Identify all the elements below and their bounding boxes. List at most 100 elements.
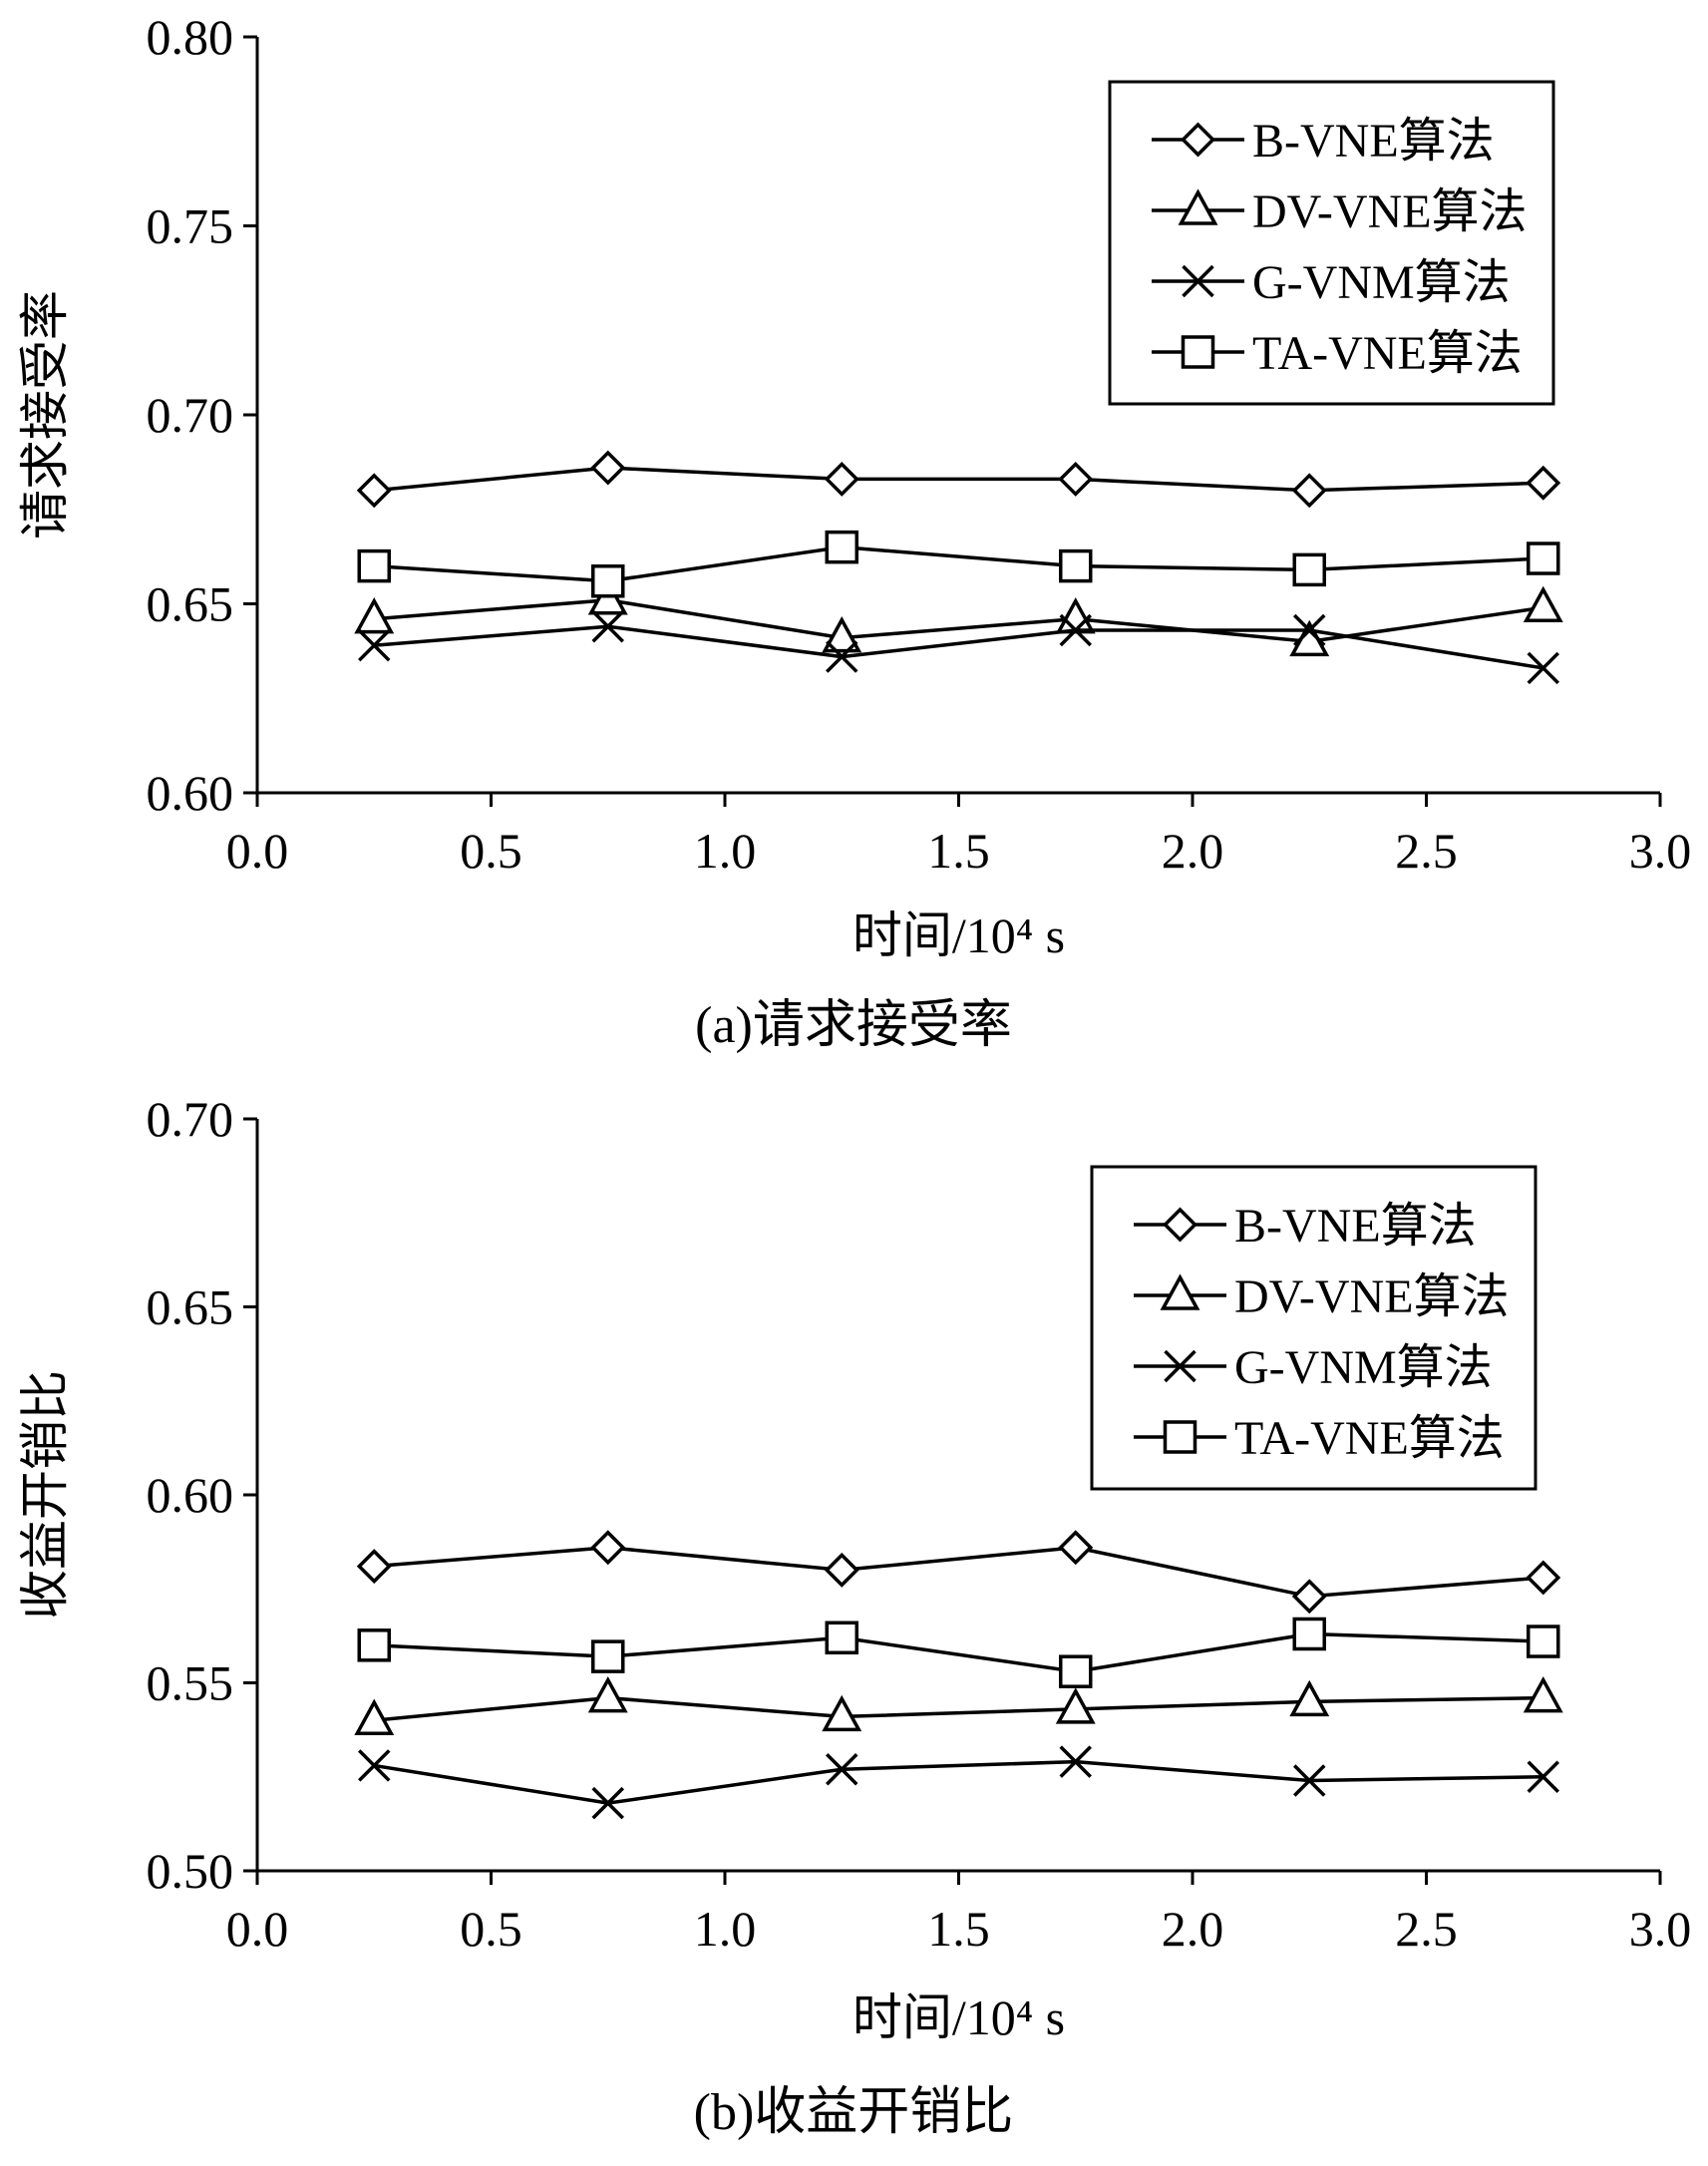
legend-marker-diamond xyxy=(1163,1207,1197,1243)
legend-marker-square xyxy=(1163,1420,1197,1454)
legend-label: B-VNE算法 xyxy=(1252,115,1495,168)
data-point xyxy=(1523,1675,1563,1713)
data-point xyxy=(826,1752,858,1786)
data-point xyxy=(1058,461,1094,497)
legend-label: B-VNE算法 xyxy=(1234,1200,1477,1253)
series-x xyxy=(358,610,1559,685)
y-tick-label: 0.50 xyxy=(147,1843,234,1899)
data-point xyxy=(1058,1530,1094,1566)
data-point xyxy=(1291,1579,1327,1615)
legend-label: G-VNM算法 xyxy=(1234,1341,1493,1394)
data-point xyxy=(1293,1764,1326,1797)
data-point xyxy=(1527,1624,1560,1658)
data-point xyxy=(1059,1654,1093,1688)
data-point xyxy=(826,640,858,673)
data-point xyxy=(1523,585,1563,623)
data-point xyxy=(1526,465,1561,501)
y-tick-label: 0.60 xyxy=(147,765,234,821)
chart-revenue-cost-ratio: 0.50 0.55 0.60 0.65 0.70 0.0 0.5 1.0 1.5 2.0 2.5 3.… xyxy=(17,1091,1691,2141)
chart-caption: (b)收益开销比 xyxy=(694,2084,1014,2141)
data-point xyxy=(354,597,395,634)
data-point xyxy=(357,1628,391,1662)
data-point xyxy=(354,1698,395,1735)
data-point xyxy=(824,1552,859,1588)
data-point xyxy=(1292,552,1326,587)
y-tick-label: 0.70 xyxy=(147,1091,234,1147)
data-point xyxy=(1059,548,1093,583)
series-square xyxy=(357,1617,1560,1688)
x-axis-label: 时间/10⁴ s xyxy=(853,907,1065,963)
data-point xyxy=(590,450,626,486)
legend-label: TA-VNE算法 xyxy=(1234,1412,1505,1465)
data-point xyxy=(825,530,858,564)
x-tick-label: 0.5 xyxy=(460,823,522,879)
y-tick-label: 0.70 xyxy=(147,387,234,443)
x-tick-label: 2.5 xyxy=(1395,1901,1458,1957)
x-tick-label: 1.5 xyxy=(927,1901,990,1957)
series-line xyxy=(373,1759,1543,1805)
series-line xyxy=(374,597,1544,644)
data-point xyxy=(1059,1745,1092,1778)
data-point xyxy=(825,1621,858,1655)
x-tick-label: 1.0 xyxy=(694,823,757,879)
legend-marker-triangle xyxy=(1160,1273,1200,1310)
y-tick-label: 0.80 xyxy=(147,9,234,65)
series-line xyxy=(374,1631,1543,1673)
data-point xyxy=(358,1749,391,1782)
data-point xyxy=(356,473,392,509)
y-tick-label: 0.55 xyxy=(147,1655,234,1711)
data-point xyxy=(822,1694,862,1732)
x-tick-label: 0.0 xyxy=(226,823,289,879)
x-tick-label: 0.0 xyxy=(226,1901,289,1957)
legend-marker-square xyxy=(1181,335,1215,369)
y-tick-label: 0.75 xyxy=(147,198,234,254)
series-line xyxy=(374,466,1543,493)
series-square xyxy=(357,530,1560,598)
series-diamond xyxy=(356,450,1561,509)
legend-marker-x xyxy=(1182,264,1214,298)
data-point xyxy=(1055,1687,1096,1724)
data-point xyxy=(590,1530,626,1566)
data-point xyxy=(591,1639,625,1673)
series-line xyxy=(374,1546,1543,1599)
x-tick-label: 2.0 xyxy=(1162,823,1224,879)
data-point xyxy=(1291,473,1327,509)
x-tick-label: 2.5 xyxy=(1395,823,1458,879)
legend-label: TA-VNE算法 xyxy=(1252,327,1523,380)
x-tick-label: 0.5 xyxy=(460,1901,522,1957)
legend-marker-diamond xyxy=(1181,122,1215,158)
data-point xyxy=(591,1786,624,1820)
legend-marker-triangle xyxy=(1178,188,1218,225)
y-tick-label: 0.60 xyxy=(147,1467,234,1523)
series-x xyxy=(358,1745,1559,1820)
data-point xyxy=(357,548,391,583)
x-axis-label: 时间/10⁴ s xyxy=(853,1989,1065,2045)
data-point xyxy=(591,564,625,598)
x-tick-label: 1.5 xyxy=(927,823,990,879)
chart-caption: (a)请求接受率 xyxy=(695,997,1012,1054)
legend-label: G-VNM算法 xyxy=(1252,256,1511,309)
legend: B-VNE算法 DV-VNE算法 G-VNM算法 TA-VNE算法 xyxy=(1108,80,1555,406)
data-point xyxy=(1527,651,1559,685)
data-point xyxy=(1527,542,1560,575)
data-point xyxy=(1526,1560,1561,1596)
x-tick-label: 1.0 xyxy=(694,1901,757,1957)
data-point xyxy=(1293,613,1326,647)
y-tick-label: 0.65 xyxy=(147,1279,234,1335)
series-line xyxy=(374,544,1543,583)
data-point xyxy=(822,615,862,653)
legend-label: DV-VNE算法 xyxy=(1252,185,1528,238)
x-tick-label: 2.0 xyxy=(1162,1901,1224,1957)
y-axis-label: 请求接受率 xyxy=(17,290,73,540)
legend: B-VNE算法 DV-VNE算法 G-VNM算法 TA-VNE算法 xyxy=(1090,1165,1537,1491)
data-point xyxy=(1289,1679,1330,1717)
chart-request-acceptance-rate: 0.60 0.65 0.70 0.75 0.80 0.0 0.5 1.0 1.5 2.0 2.5 3.… xyxy=(17,9,1691,1054)
y-axis-label: 收益开销比 xyxy=(17,1370,73,1620)
series-triangle xyxy=(354,1675,1563,1735)
data-point xyxy=(1292,1617,1326,1651)
data-point xyxy=(1059,613,1092,647)
series-line xyxy=(374,624,1544,670)
x-tick-label: 3.0 xyxy=(1629,823,1692,879)
data-point xyxy=(356,1549,392,1585)
